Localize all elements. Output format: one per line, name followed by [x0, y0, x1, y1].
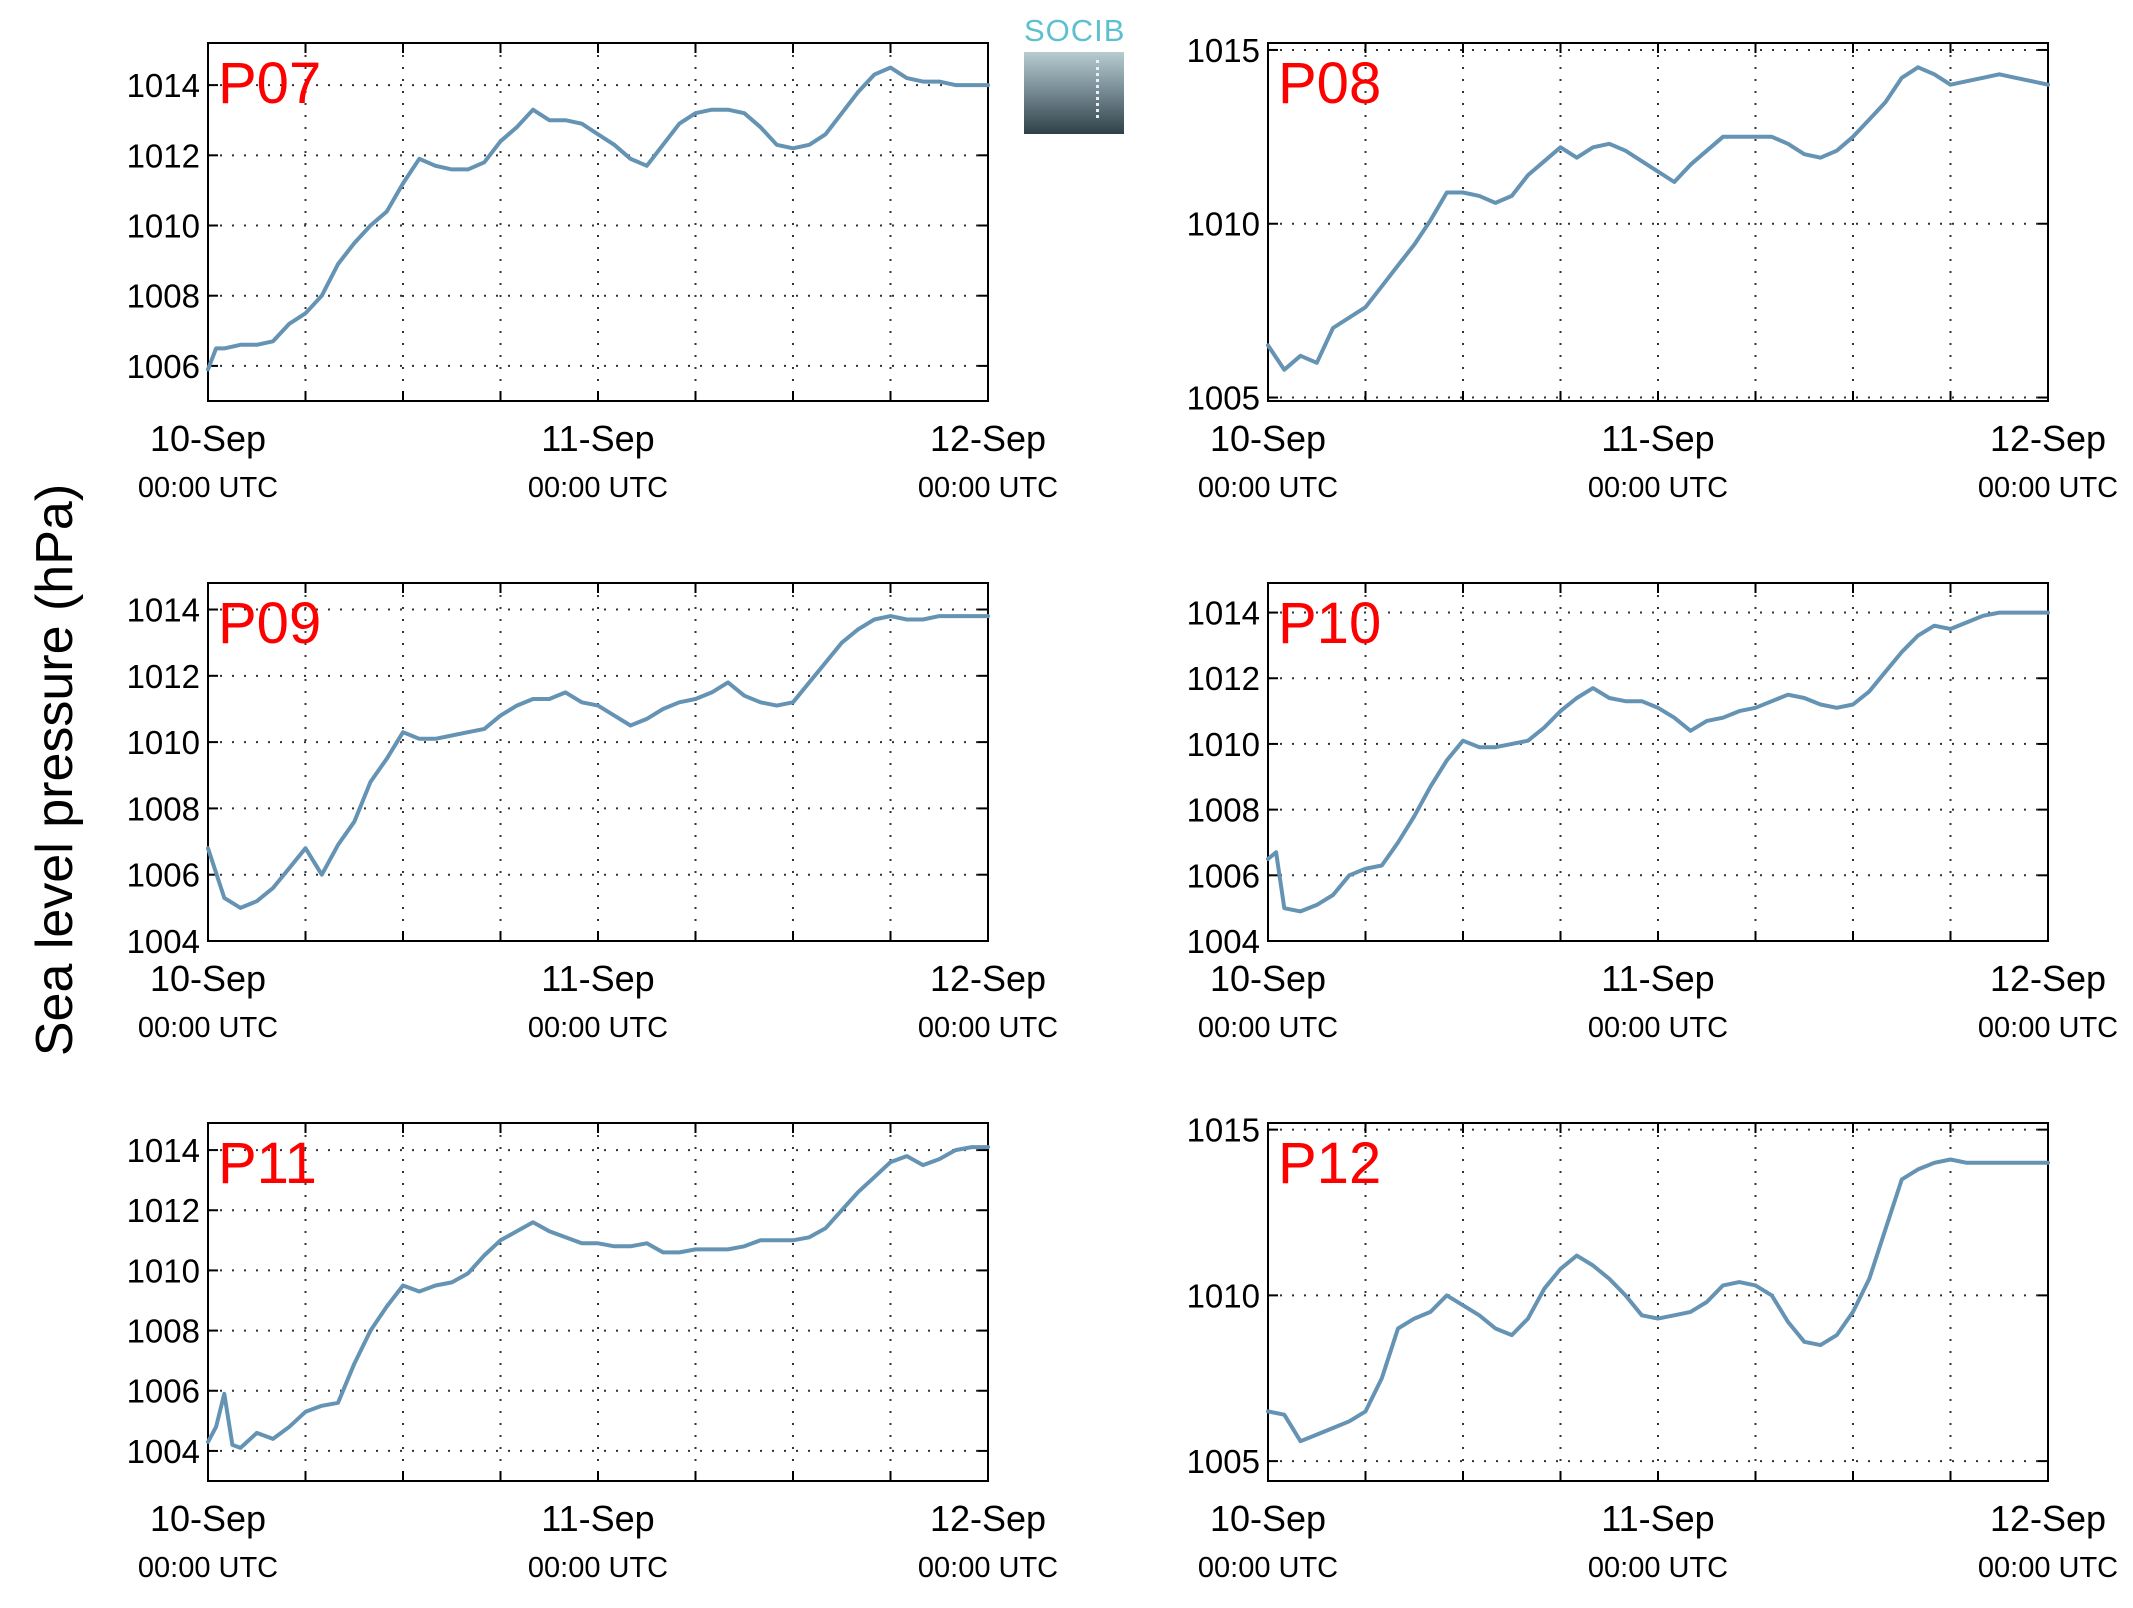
y-tick-label: 1012: [127, 658, 200, 695]
x-tick-sublabel: 00:00 UTC: [138, 1552, 278, 1584]
panel-p07: 1006 1008 1010 1012 1014 10-Sep 00:00 UTC 11-Se…: [127, 42, 1058, 504]
y-tick-label: 1004: [1187, 923, 1260, 960]
y-tick-label: 1014: [1187, 595, 1260, 632]
x-tick-label: 10-Sep: [1210, 1498, 1326, 1539]
series-line: [206, 1145, 990, 1450]
x-tick-label: 12-Sep: [930, 1498, 1046, 1539]
y-tick-label: 1006: [1187, 857, 1260, 894]
x-tick-label: 11-Sep: [541, 1498, 654, 1539]
station-label: P11: [218, 1131, 317, 1196]
x-tick-label: 10-Sep: [150, 958, 266, 999]
y-tick-label: 1012: [127, 137, 200, 174]
y-tick-label: 1014: [127, 67, 200, 104]
y-tick-label: 1010: [1187, 206, 1260, 243]
x-tick-label: 11-Sep: [541, 418, 654, 459]
series-line: [1266, 1157, 2050, 1444]
panel-p10: 1004 1006 1008 1010 1012 1014 10-Sep 00:00 UTC 1…: [1187, 582, 2118, 1044]
y-tick-label: 1012: [127, 1192, 200, 1229]
y-tick-label: 1015: [1187, 32, 1260, 69]
axes-frame: [207, 582, 989, 942]
station-label: P07: [218, 51, 321, 116]
y-tick-label: 1006: [127, 348, 200, 385]
station-label: P09: [218, 591, 321, 656]
axes-frame: [1267, 42, 2049, 402]
x-tick-sublabel: 00:00 UTC: [918, 1552, 1058, 1584]
x-tick-label: 10-Sep: [1210, 958, 1326, 999]
series-line: [206, 614, 990, 910]
panel-p08: 1005 1010 1015 10-Sep 00:00 UTC 11-Sep 00:00 U…: [1187, 32, 2119, 504]
y-tick-label: 1008: [1187, 792, 1260, 829]
x-tick-sublabel: 00:00 UTC: [1978, 1552, 2118, 1584]
x-tick-label: 10-Sep: [150, 1498, 266, 1539]
y-tick-label: 1008: [127, 790, 200, 827]
series-line: [1266, 65, 2050, 372]
axes-frame: [1267, 1122, 2049, 1482]
x-tick-sublabel: 00:00 UTC: [1198, 1012, 1338, 1044]
socib-logo: SOCIB: [1024, 13, 1126, 134]
y-tick-label: 1004: [127, 1433, 200, 1470]
panel-p11: 1004 1006 1008 1010 1012 1014 10-Sep 00:00 UTC 1…: [127, 1122, 1058, 1584]
y-tick-label: 1004: [127, 923, 200, 960]
axes-frame: [1267, 582, 2049, 942]
y-tick-label: 1014: [127, 592, 200, 629]
x-tick-sublabel: 00:00 UTC: [1588, 1012, 1728, 1044]
logo-graphic: [1024, 52, 1124, 134]
x-tick-label: 12-Sep: [1990, 958, 2106, 999]
y-tick-label: 1008: [127, 278, 200, 315]
x-tick-label: 12-Sep: [930, 418, 1046, 459]
y-tick-label: 1005: [1187, 380, 1260, 417]
series-line: [1266, 610, 2050, 914]
x-tick-sublabel: 00:00 UTC: [1588, 1552, 1728, 1584]
panel-p12: 1005 1010 1015 10-Sep 00:00 UTC 11-Sep 00:00 U…: [1187, 1112, 2119, 1584]
x-tick-sublabel: 00:00 UTC: [138, 1012, 278, 1044]
x-tick-sublabel: 00:00 UTC: [1978, 472, 2118, 504]
x-tick-label: 11-Sep: [1601, 1498, 1714, 1539]
x-tick-sublabel: 00:00 UTC: [918, 1012, 1058, 1044]
x-tick-label: 10-Sep: [1210, 418, 1326, 459]
panel-p09: 1004 1006 1008 1010 1012 1014 10-Sep 00:00 UTC 1…: [127, 582, 1058, 1044]
x-tick-sublabel: 00:00 UTC: [528, 1012, 668, 1044]
y-tick-label: 1012: [1187, 660, 1260, 697]
x-tick-label: 10-Sep: [150, 418, 266, 459]
x-tick-label: 11-Sep: [1601, 418, 1714, 459]
x-tick-sublabel: 00:00 UTC: [1588, 472, 1728, 504]
x-tick-label: 12-Sep: [1990, 1498, 2106, 1539]
y-tick-label: 1010: [127, 208, 200, 245]
station-label: P10: [1278, 591, 1381, 656]
x-tick-sublabel: 00:00 UTC: [528, 472, 668, 504]
axes-frame: [207, 1122, 989, 1482]
x-tick-sublabel: 00:00 UTC: [918, 472, 1058, 504]
x-tick-sublabel: 00:00 UTC: [138, 472, 278, 504]
y-tick-label: 1006: [127, 857, 200, 894]
y-tick-label: 1008: [127, 1313, 200, 1350]
x-tick-label: 12-Sep: [930, 958, 1046, 999]
y-tick-label: 1010: [1187, 726, 1260, 763]
x-tick-label: 11-Sep: [541, 958, 654, 999]
station-label: P12: [1278, 1131, 1381, 1196]
station-label: P08: [1278, 51, 1381, 116]
y-tick-label: 1010: [127, 1252, 200, 1289]
x-tick-label: 12-Sep: [1990, 418, 2106, 459]
series-line: [206, 65, 990, 372]
y-tick-label: 1006: [127, 1373, 200, 1410]
logo-dotted-line: [1096, 60, 1099, 118]
y-tick-label: 1005: [1187, 1443, 1260, 1480]
y-tick-label: 1010: [1187, 1277, 1260, 1314]
x-tick-sublabel: 00:00 UTC: [528, 1552, 668, 1584]
y-tick-label: 1015: [1187, 1112, 1260, 1149]
logo-text: SOCIB: [1024, 13, 1126, 48]
axes-frame: [207, 42, 989, 402]
x-tick-sublabel: 00:00 UTC: [1198, 472, 1338, 504]
x-tick-sublabel: 00:00 UTC: [1978, 1012, 2118, 1044]
x-tick-label: 11-Sep: [1601, 958, 1714, 999]
x-tick-sublabel: 00:00 UTC: [1198, 1552, 1338, 1584]
y-tick-label: 1014: [127, 1132, 200, 1169]
y-tick-label: 1010: [127, 724, 200, 761]
